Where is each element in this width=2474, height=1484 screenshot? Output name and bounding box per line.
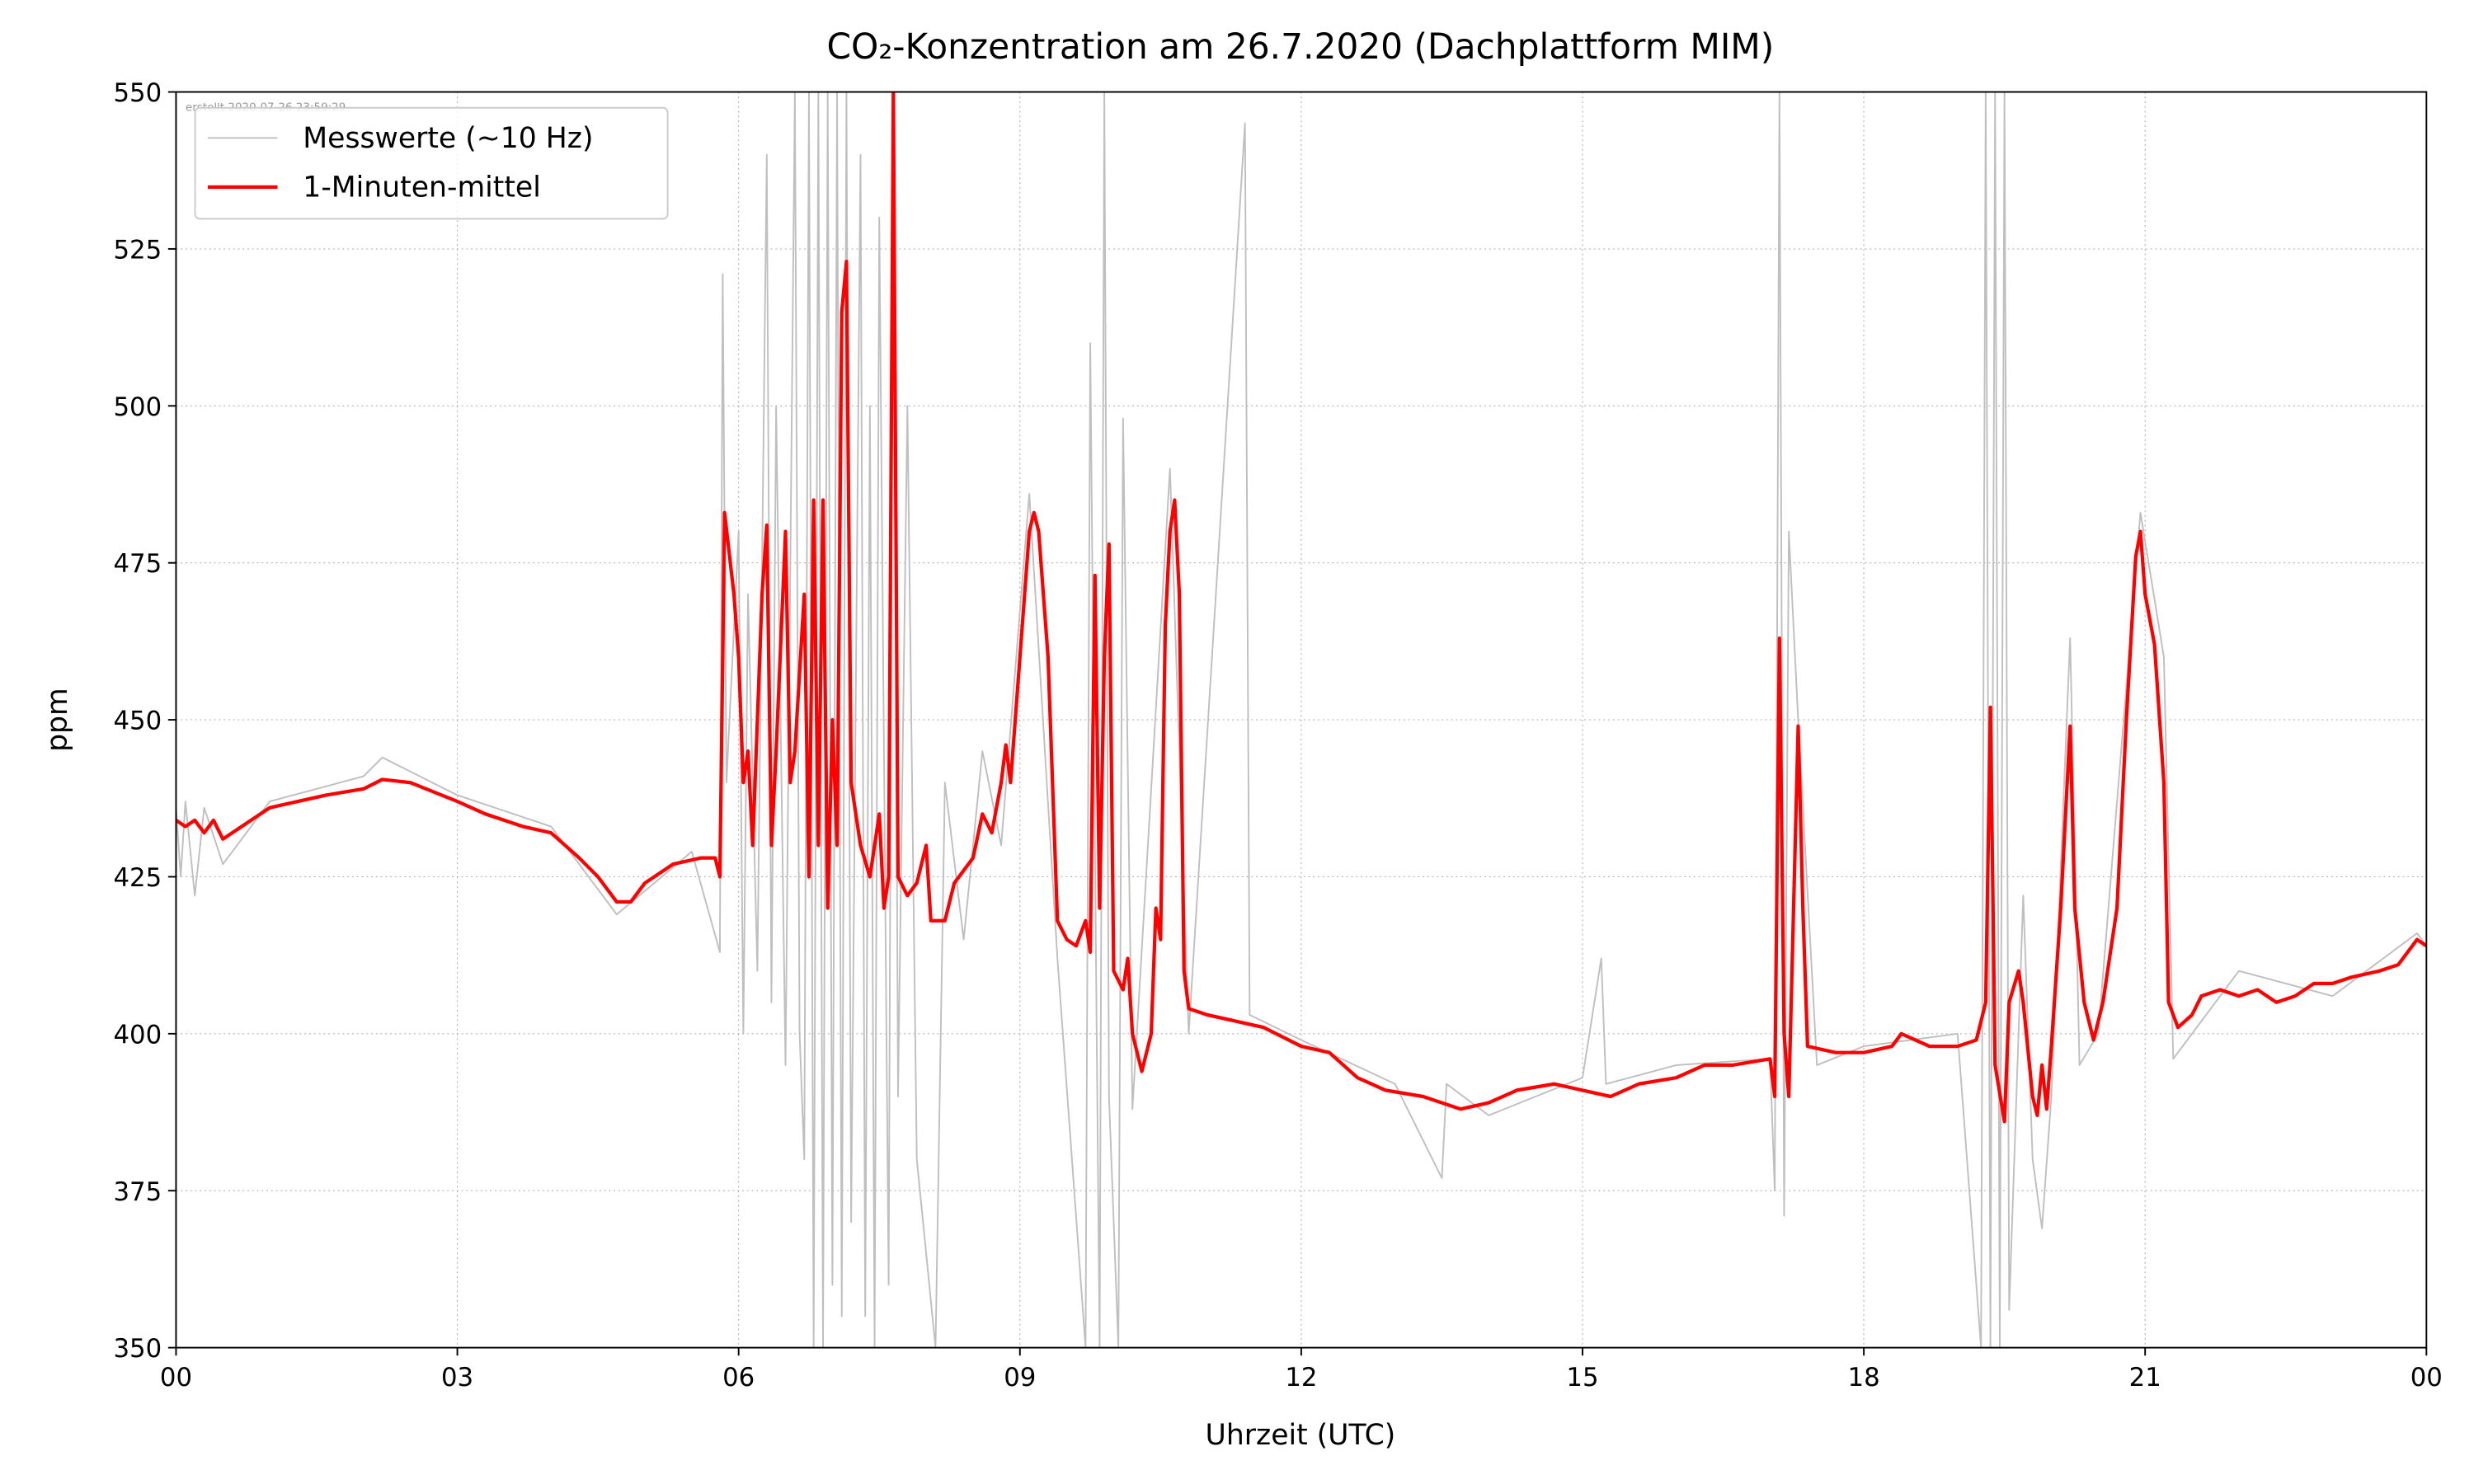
y-tick-label: 350	[113, 1334, 162, 1364]
legend-label: 1-Minuten-mittel	[303, 171, 541, 204]
y-tick-label: 450	[113, 707, 162, 736]
y-tick-label: 550	[113, 78, 162, 108]
x-axis-label: Uhrzeit (UTC)	[1206, 1419, 1396, 1452]
legend-label: Messwerte (~10 Hz)	[303, 122, 593, 155]
y-tick-label: 525	[113, 235, 162, 265]
y-tick-label: 400	[113, 1020, 162, 1050]
chart-title: CO₂-Konzentration am 26.7.2020 (Dachplat…	[827, 26, 1775, 67]
y-axis-label: ppm	[41, 688, 74, 752]
y-tick-label: 475	[113, 549, 162, 579]
legend-box	[194, 106, 669, 220]
x-tick-label: 18	[1848, 1363, 1880, 1392]
x-tick-label: 06	[722, 1363, 755, 1392]
x-tick-label: 21	[2129, 1363, 2161, 1392]
y-tick-label: 375	[113, 1177, 162, 1207]
plot-frame	[175, 91, 2428, 1349]
x-tick-label: 00	[2411, 1363, 2443, 1392]
x-tick-label: 15	[1566, 1363, 1598, 1392]
y-tick-label: 500	[113, 392, 162, 422]
x-tick-label: 00	[160, 1363, 192, 1392]
y-tick-label: 425	[113, 863, 162, 893]
x-tick-label: 03	[441, 1363, 473, 1392]
x-tick-label: 09	[1004, 1363, 1036, 1392]
x-tick-label: 12	[1285, 1363, 1317, 1392]
data-line	[176, 92, 2427, 1124]
data-line	[176, 92, 2427, 1348]
